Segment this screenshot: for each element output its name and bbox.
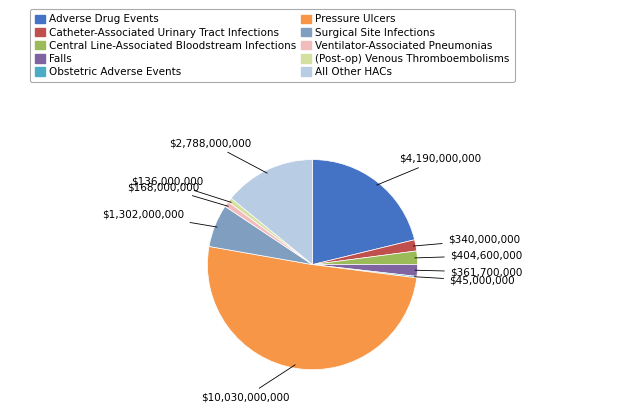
Text: $10,030,000,000: $10,030,000,000 (201, 365, 295, 402)
Text: $340,000,000: $340,000,000 (413, 235, 520, 246)
Text: $1,302,000,000: $1,302,000,000 (102, 210, 217, 227)
Wedge shape (225, 202, 312, 265)
Text: $404,600,000: $404,600,000 (415, 251, 522, 261)
Text: $361,700,000: $361,700,000 (415, 267, 522, 277)
Wedge shape (312, 264, 418, 276)
Wedge shape (312, 251, 418, 265)
Wedge shape (228, 198, 312, 265)
Wedge shape (312, 160, 414, 265)
Text: $45,000,000: $45,000,000 (414, 276, 515, 286)
Wedge shape (209, 206, 312, 265)
Legend: Adverse Drug Events, Catheter-Associated Urinary Tract Infections, Central Line-: Adverse Drug Events, Catheter-Associated… (30, 9, 514, 82)
Wedge shape (312, 240, 417, 265)
Text: $168,000,000: $168,000,000 (127, 182, 228, 206)
Wedge shape (208, 246, 417, 370)
Wedge shape (312, 265, 417, 278)
Wedge shape (231, 160, 312, 265)
Text: $2,788,000,000: $2,788,000,000 (169, 138, 268, 173)
Text: $136,000,000: $136,000,000 (131, 177, 231, 202)
Text: $4,190,000,000: $4,190,000,000 (377, 154, 481, 185)
